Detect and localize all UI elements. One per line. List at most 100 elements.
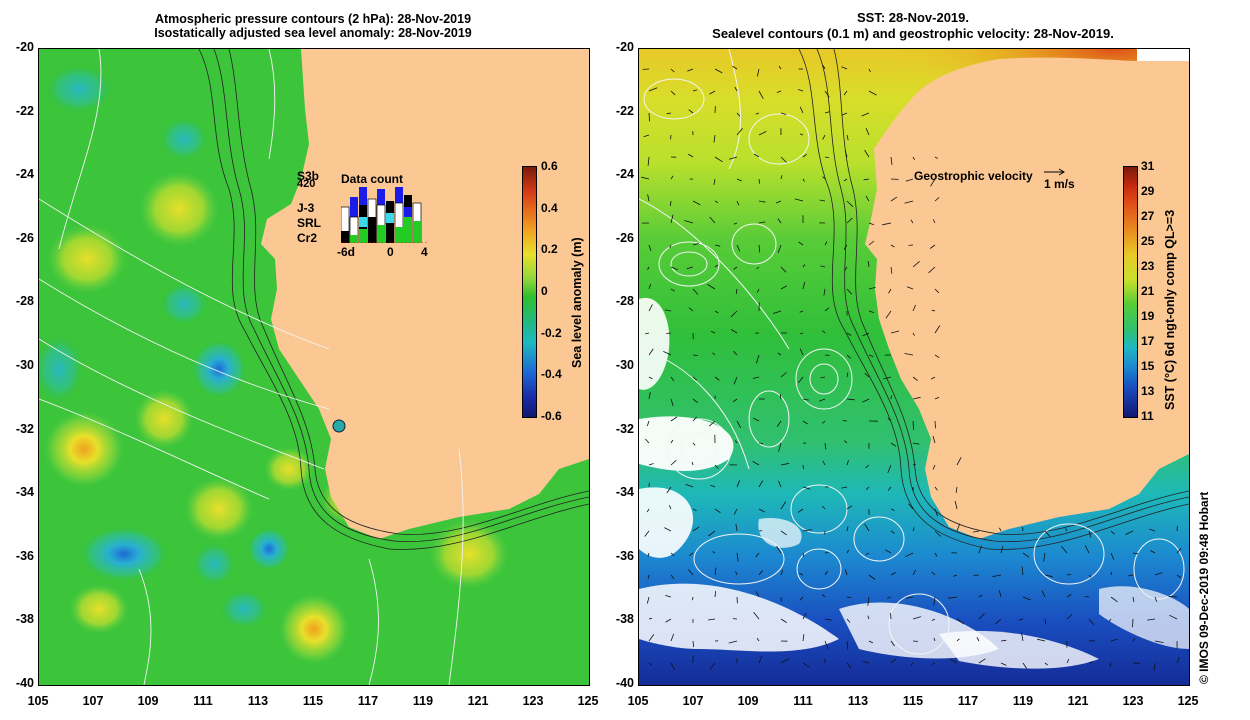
velocity-scale-label: 1 m/s bbox=[1044, 177, 1075, 191]
velocity-vector bbox=[1000, 639, 1007, 642]
velocity-vector bbox=[843, 90, 848, 96]
velocity-vector bbox=[736, 244, 741, 252]
velocity-vector bbox=[1176, 547, 1182, 554]
velocity-vector bbox=[689, 552, 694, 557]
velocity-vector bbox=[1132, 638, 1136, 642]
velocity-vector bbox=[822, 65, 826, 70]
velocity-vector bbox=[802, 464, 804, 470]
velocity-vector bbox=[756, 354, 760, 364]
lat-tick-label: -34 bbox=[15, 485, 34, 500]
velocity-vector bbox=[842, 420, 848, 422]
velocity-vector bbox=[934, 197, 940, 202]
velocity-vector bbox=[1168, 595, 1178, 598]
velocity-vector bbox=[647, 266, 650, 270]
velocity-vector bbox=[904, 200, 914, 204]
velocity-vector bbox=[934, 508, 939, 517]
velocity-vector bbox=[670, 266, 679, 271]
velocity-vector bbox=[755, 112, 760, 115]
velocity-vector bbox=[1044, 574, 1053, 578]
velocity-vector bbox=[670, 416, 678, 422]
velocity-vector bbox=[709, 216, 716, 224]
velocity-vector bbox=[841, 486, 848, 489]
velocity-vector bbox=[868, 574, 876, 580]
velocity-vector bbox=[730, 310, 738, 318]
velocity-vector bbox=[776, 90, 782, 93]
mission-cr2-label: Cr2 bbox=[297, 231, 318, 245]
velocity-vector bbox=[1110, 638, 1118, 642]
velocity-vector bbox=[797, 508, 804, 513]
right-title-line1: SST: 28-Nov-2019. bbox=[857, 10, 969, 25]
velocity-vector bbox=[802, 178, 805, 182]
sst-plot bbox=[639, 49, 1189, 685]
velocity-vector bbox=[821, 594, 826, 598]
lon-tick-label: 105 bbox=[27, 694, 49, 708]
velocity-vector bbox=[932, 219, 936, 224]
velocity-vector bbox=[670, 214, 674, 224]
velocity-vector bbox=[1044, 662, 1048, 666]
velocity-vector bbox=[890, 640, 895, 647]
colorbar-tick-label: 0.2 bbox=[541, 242, 558, 257]
velocity-vector bbox=[890, 156, 893, 165]
velocity-vector bbox=[758, 480, 764, 488]
velocity-vector bbox=[778, 65, 782, 70]
velocity-vector bbox=[732, 65, 738, 70]
mission-j3-label: J-3 bbox=[297, 201, 315, 215]
velocity-vector bbox=[1022, 662, 1028, 669]
velocity-vector bbox=[910, 662, 914, 666]
velocity-vector bbox=[780, 285, 788, 290]
velocity-vector bbox=[802, 529, 812, 532]
velocity-vector bbox=[890, 244, 895, 248]
velocity-vector bbox=[972, 530, 980, 533]
velocity-vector bbox=[714, 591, 716, 598]
velocity-vector bbox=[934, 486, 938, 491]
velocity-vector bbox=[758, 244, 761, 253]
velocity-vector bbox=[865, 486, 870, 490]
velocity-vector bbox=[824, 307, 830, 312]
velocity-vector bbox=[846, 549, 849, 554]
velocity-vector bbox=[802, 552, 805, 557]
velocity-vector bbox=[712, 551, 716, 554]
velocity-vector bbox=[820, 376, 826, 379]
lat-tick-label: -30 bbox=[615, 358, 634, 372]
velocity-vector bbox=[713, 178, 716, 185]
velocity-vector bbox=[868, 310, 875, 313]
velocity-vector bbox=[846, 640, 849, 650]
velocity-vector bbox=[777, 218, 782, 224]
velocity-vector bbox=[780, 372, 787, 378]
velocity-vector bbox=[1176, 574, 1182, 579]
data-count-title: Data count bbox=[341, 172, 404, 186]
velocity-vector bbox=[932, 464, 936, 470]
colorbar-tick-label: -0.2 bbox=[541, 325, 562, 340]
velocity-vector bbox=[666, 332, 672, 334]
velocity-vector bbox=[799, 332, 804, 335]
velocity-vector bbox=[1169, 614, 1178, 620]
velocity-vector bbox=[733, 266, 738, 270]
colorbar-tick-label: 19 bbox=[1141, 309, 1155, 323]
left-title-line2: Isostatically adjusted sea level anomaly… bbox=[154, 26, 472, 40]
velocity-vector bbox=[692, 508, 697, 512]
velocity-vector bbox=[734, 86, 738, 92]
velocity-vector bbox=[912, 376, 918, 382]
velocity-vector bbox=[780, 175, 783, 180]
lat-tick-label: -40 bbox=[15, 676, 34, 690]
colorbar-tick-label: 25 bbox=[1141, 234, 1155, 248]
sea-level-anomaly-map: S3b 420 J-3 SRL Cr2 Data count bbox=[38, 48, 590, 686]
velocity-vector bbox=[1084, 545, 1090, 554]
velocity-vector bbox=[998, 590, 1002, 598]
velocity-vector bbox=[714, 156, 723, 163]
velocity-vector bbox=[802, 420, 809, 425]
velocity-vector bbox=[648, 244, 652, 252]
velocity-vector bbox=[1066, 574, 1072, 576]
velocity-vector bbox=[643, 134, 650, 138]
data-count-inset: S3b 420 J-3 SRL Cr2 Data count bbox=[295, 169, 445, 259]
velocity-vector bbox=[707, 284, 716, 290]
lat-tick-label: -32 bbox=[15, 421, 34, 436]
velocity-vector bbox=[648, 112, 650, 122]
velocity-vector bbox=[758, 655, 763, 664]
velocity-vector bbox=[758, 200, 766, 203]
velocity-vector bbox=[708, 618, 716, 621]
velocity-vector bbox=[709, 662, 716, 670]
velocity-vector bbox=[685, 483, 694, 488]
velocity-vector bbox=[733, 350, 738, 356]
velocity-vector bbox=[867, 596, 870, 606]
